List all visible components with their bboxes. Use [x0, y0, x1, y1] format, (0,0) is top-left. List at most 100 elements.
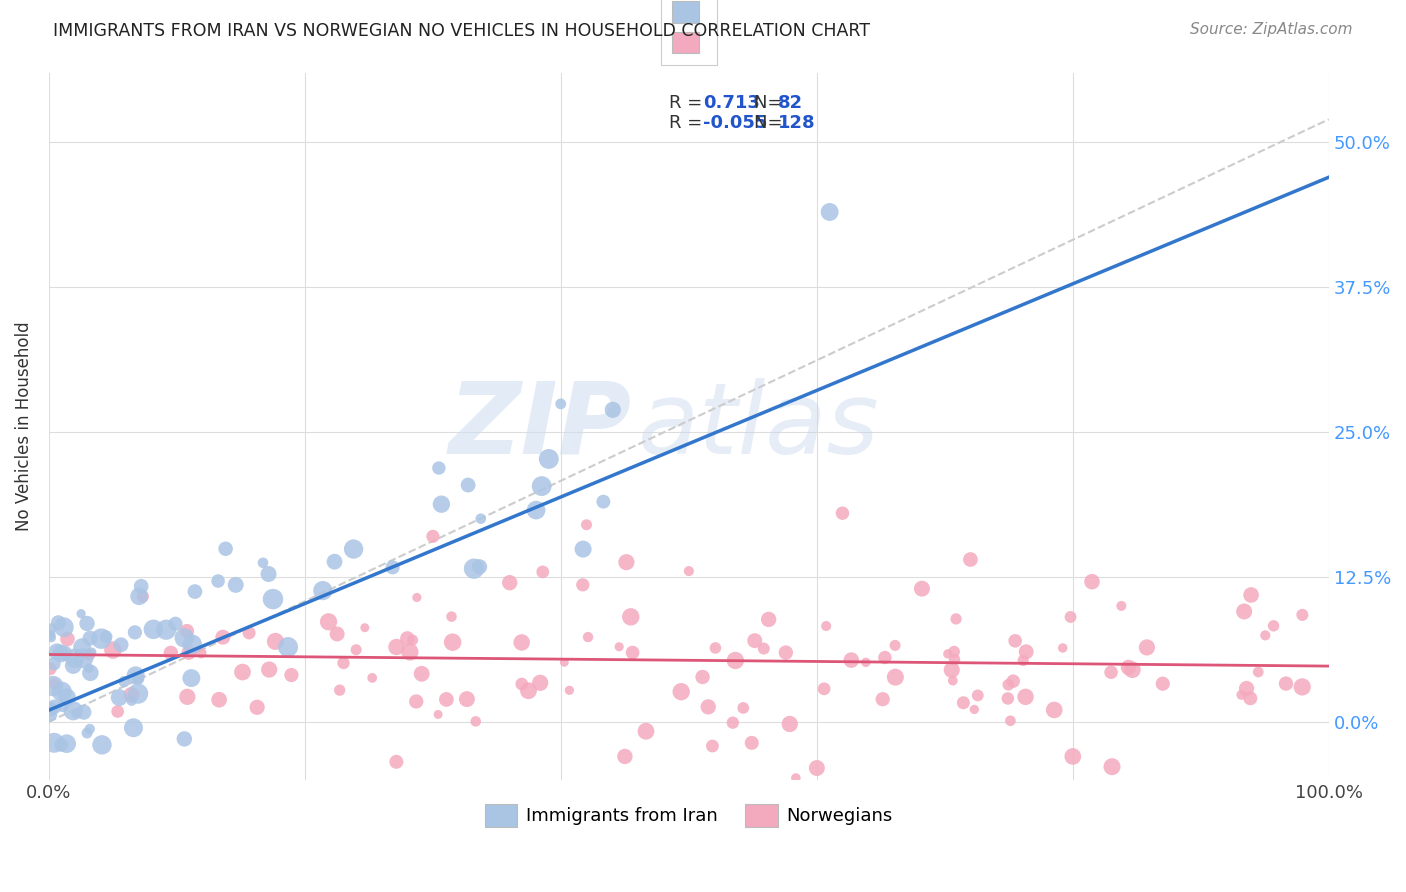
Point [238, 626, 260, 640]
Point [101, 643, 124, 657]
Point [744, 633, 766, 648]
Point [385, 640, 408, 654]
Point [966, 689, 988, 703]
Point [405, 591, 427, 605]
Point [124, 625, 146, 640]
Point [165, 616, 187, 631]
Point [510, 635, 533, 649]
Point [42, 679, 65, 693]
Text: ZIP: ZIP [449, 378, 631, 475]
Point [721, 715, 744, 730]
Point [1263, 619, 1285, 633]
Point [90, 632, 112, 646]
Point [79, 631, 101, 645]
Point [51, 684, 73, 698]
Point [529, 675, 551, 690]
Point [49, 738, 72, 752]
Point [39, 622, 62, 636]
Point [1239, 691, 1261, 706]
Point [422, 529, 444, 543]
Point [702, 739, 724, 753]
Point [1111, 599, 1133, 613]
Point [353, 621, 375, 635]
Point [752, 641, 775, 656]
Point [176, 690, 198, 704]
Text: -0.055: -0.055 [703, 114, 768, 132]
Point [160, 646, 183, 660]
Point [1254, 628, 1277, 642]
Point [45, 645, 67, 659]
Point [692, 670, 714, 684]
Point [1118, 660, 1140, 674]
Point [943, 645, 966, 659]
Point [79, 648, 101, 662]
Point [52, 620, 75, 634]
Text: N=: N= [754, 94, 787, 112]
Point [427, 461, 450, 475]
Point [741, 736, 763, 750]
Point [342, 542, 364, 557]
Text: 128: 128 [778, 114, 815, 132]
Point [613, 749, 636, 764]
Point [262, 592, 284, 607]
Point [127, 672, 149, 686]
Point [524, 503, 547, 517]
Text: R =: R = [669, 94, 709, 112]
Point [1136, 640, 1159, 655]
Point [280, 668, 302, 682]
Point [312, 583, 335, 598]
Point [110, 638, 132, 652]
Point [405, 694, 427, 708]
Point [779, 717, 801, 731]
Point [214, 541, 236, 556]
Point [91, 738, 114, 752]
Point [41, 631, 63, 645]
Point [457, 478, 479, 492]
Point [427, 707, 450, 722]
Point [329, 683, 352, 698]
Point [499, 575, 522, 590]
Point [318, 615, 340, 629]
Point [76, 726, 98, 740]
Point [77, 661, 100, 675]
Point [277, 640, 299, 654]
Point [112, 674, 135, 689]
Point [468, 559, 491, 574]
Point [1004, 633, 1026, 648]
Point [49, 645, 72, 659]
Point [441, 635, 464, 649]
Point [252, 556, 274, 570]
Point [177, 646, 200, 660]
Point [607, 640, 630, 654]
Point [39, 628, 62, 642]
Point [55, 737, 77, 751]
Point [1043, 703, 1066, 717]
Point [1275, 676, 1298, 690]
Point [815, 619, 838, 633]
Point [634, 724, 657, 739]
Point [53, 646, 76, 660]
Point [621, 646, 644, 660]
Point [52, 699, 75, 714]
Point [257, 566, 280, 581]
Point [181, 637, 204, 651]
Point [911, 582, 934, 596]
Point [616, 555, 638, 569]
Point [76, 616, 98, 631]
Point [463, 562, 485, 576]
Point [401, 633, 423, 648]
Point [107, 705, 129, 719]
Point [44, 677, 66, 691]
Point [207, 574, 229, 588]
Point [510, 677, 533, 691]
Point [576, 630, 599, 644]
Point [63, 651, 86, 665]
Point [44, 699, 66, 714]
Point [79, 722, 101, 736]
Point [39, 702, 62, 716]
Point [381, 560, 404, 574]
Point [65, 706, 87, 721]
Point [332, 656, 354, 670]
Point [39, 707, 62, 722]
Point [553, 655, 575, 669]
